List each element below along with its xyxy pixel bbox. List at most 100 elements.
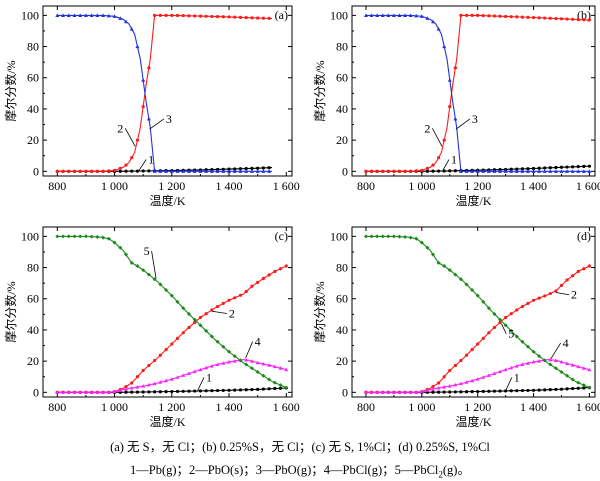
data-point	[509, 312, 513, 316]
data-point	[267, 169, 272, 173]
data-point	[475, 169, 480, 173]
data-point	[464, 13, 469, 17]
data-point	[204, 389, 208, 393]
x-tick-label: 1 400	[216, 179, 243, 193]
y-tick-label: 80	[27, 261, 39, 275]
data-point	[570, 169, 575, 173]
data-point	[520, 339, 525, 344]
x-axis-label: 温度/K	[455, 193, 491, 208]
data-point	[244, 15, 248, 20]
data-point	[198, 169, 203, 173]
data-point	[381, 169, 385, 173]
data-point	[386, 234, 391, 239]
data-point	[587, 385, 592, 390]
curve-label: 2	[211, 306, 235, 320]
data-point	[146, 382, 151, 387]
data-point	[141, 368, 145, 373]
data-point	[181, 14, 185, 18]
y-tick-label: 100	[330, 229, 348, 243]
data-point	[531, 349, 536, 354]
data-point	[124, 252, 128, 257]
data-point	[227, 388, 231, 392]
data-point	[221, 15, 225, 19]
curve-label: 5	[501, 323, 514, 341]
series-line	[57, 14, 272, 172]
data-point	[72, 234, 77, 239]
data-point	[498, 389, 502, 393]
data-point	[548, 169, 553, 173]
data-point	[124, 385, 128, 389]
data-point	[130, 381, 134, 385]
data-point	[66, 390, 71, 394]
data-point	[576, 364, 581, 369]
data-point	[453, 363, 457, 368]
data-point	[436, 390, 441, 394]
data-point	[112, 14, 117, 18]
data-point	[244, 357, 249, 362]
data-point	[112, 168, 117, 172]
data-point	[442, 390, 446, 394]
data-point	[141, 268, 146, 273]
data-point	[520, 167, 524, 171]
data-point	[267, 387, 271, 391]
data-point	[215, 362, 220, 367]
data-point	[152, 381, 157, 386]
data-point	[175, 13, 180, 18]
data-point	[559, 17, 564, 21]
data-point	[61, 169, 65, 173]
data-point	[273, 269, 277, 274]
x-axis-label: 温度/K	[149, 193, 185, 208]
data-point	[363, 390, 368, 394]
data-point	[158, 169, 163, 173]
data-point	[238, 388, 243, 392]
curve-label-leader	[151, 251, 157, 279]
data-point	[147, 363, 151, 368]
data-point	[84, 169, 88, 173]
data-point	[192, 369, 197, 374]
data-point	[170, 342, 174, 346]
data-point	[419, 14, 424, 18]
data-point	[369, 390, 374, 394]
data-point	[227, 169, 232, 173]
data-point	[553, 169, 558, 173]
data-point	[375, 169, 379, 173]
curve-label-text: 5	[144, 244, 150, 258]
curve-label-leader	[211, 310, 227, 314]
plot-frame	[42, 5, 293, 177]
data-point	[492, 169, 497, 173]
data-point	[78, 169, 82, 173]
data-point	[170, 389, 174, 394]
data-point	[525, 344, 530, 349]
data-point	[476, 13, 480, 17]
data-point	[392, 169, 396, 173]
plot-frame	[351, 226, 596, 398]
caption-species-legend: 1—Pb(g)；2—PbO(s)；3—PbO(g)；4—PbCl(g)；5—Pb…	[0, 459, 600, 480]
data-point	[391, 234, 396, 239]
data-point	[403, 390, 408, 394]
x-tick-label: 1 400	[520, 179, 547, 193]
data-point	[548, 362, 553, 367]
curve-label-leader	[442, 159, 450, 171]
data-point	[498, 369, 503, 374]
data-point	[261, 361, 266, 366]
data-point	[284, 264, 288, 268]
y-tick-label: 0	[33, 385, 39, 399]
curve-label-text: 1	[206, 370, 212, 384]
data-point	[475, 293, 480, 298]
data-point	[459, 13, 463, 17]
data-point	[414, 236, 419, 241]
data-point	[278, 366, 283, 370]
data-point	[587, 169, 592, 173]
data-point	[571, 274, 575, 278]
data-point	[498, 14, 502, 18]
data-point	[215, 304, 220, 309]
data-point	[571, 17, 575, 21]
data-point	[112, 240, 117, 245]
data-point	[582, 164, 586, 168]
data-point	[448, 169, 452, 173]
y-tick-label: 60	[27, 292, 39, 306]
data-point	[481, 336, 485, 340]
data-point	[61, 390, 66, 394]
data-point	[581, 366, 586, 370]
data-point	[284, 367, 289, 372]
